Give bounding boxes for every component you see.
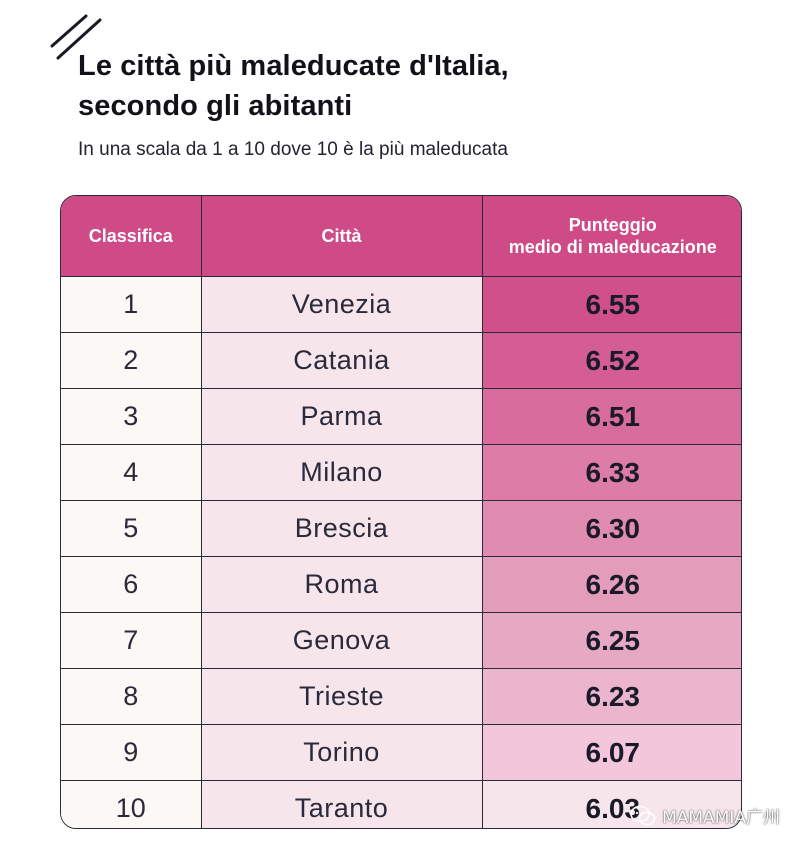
score-cell: 6.23 [482, 668, 741, 725]
city-cell: Genova [201, 612, 483, 669]
table-row: 8 Trieste 6.23 [61, 668, 741, 725]
rank-cell: 2 [61, 332, 202, 389]
city-cell: Milano [201, 444, 483, 501]
ranking-table: Classifica Città Punteggio medio di male… [61, 196, 741, 828]
rank-cell: 7 [61, 612, 202, 669]
city-cell: Roma [201, 556, 483, 613]
table-row: 3 Parma 6.51 [61, 388, 741, 445]
table-row: 6 Roma 6.26 [61, 556, 741, 613]
table-row: 4 Milano 6.33 [61, 444, 741, 501]
table-row: 9 Torino 6.07 [61, 724, 741, 781]
table-row: 10 Taranto 6.03 [61, 780, 741, 828]
city-cell: Brescia [201, 500, 483, 557]
score-cell: 6.33 [482, 444, 741, 501]
score-cell: 6.55 [482, 276, 741, 333]
city-cell: Venezia [201, 276, 483, 333]
table-row: 7 Genova 6.25 [61, 612, 741, 669]
ranking-table-container: Classifica Città Punteggio medio di male… [60, 195, 742, 829]
rank-cell: 10 [61, 780, 202, 828]
watermark-text: MAMAMIA广州 [662, 808, 780, 828]
decorative-strokes-icon [50, 14, 102, 60]
column-header-rank: Classifica [61, 196, 202, 277]
score-header-line-1: Punteggio [568, 215, 657, 235]
score-header-line-2: medio di maleducazione [508, 237, 717, 257]
city-cell: Trieste [201, 668, 483, 725]
score-cell: 6.07 [482, 724, 741, 781]
rank-cell: 1 [61, 276, 202, 333]
watermark: MAMAMIA广州 [630, 803, 780, 828]
rank-cell: 8 [61, 668, 202, 725]
score-cell: 6.51 [482, 388, 741, 445]
rank-cell: 6 [61, 556, 202, 613]
score-cell: 6.30 [482, 500, 741, 557]
wechat-icon [630, 805, 656, 825]
city-cell: Torino [201, 724, 483, 781]
table-row: 5 Brescia 6.30 [61, 500, 741, 557]
column-header-score: Punteggio medio di maleducazione [482, 196, 741, 277]
column-header-city: Città [201, 196, 483, 277]
title-line-2: secondo gli abitanti [78, 90, 353, 122]
table-row: 2 Catania 6.52 [61, 332, 741, 389]
rank-cell: 4 [61, 444, 202, 501]
table-row: 1 Venezia 6.55 [61, 276, 741, 333]
score-cell: 6.25 [482, 612, 741, 669]
city-cell: Catania [201, 332, 483, 389]
page-title: Le città più maleducate d'Italia, second… [78, 46, 509, 126]
page-subtitle: In una scala da 1 a 10 dove 10 è la più … [78, 139, 508, 160]
score-cell: 6.26 [482, 556, 741, 613]
title-line-1: Le città più maleducate d'Italia, [78, 50, 509, 82]
table-body: 1 Venezia 6.55 2 Catania 6.52 3 Parma 6.51 4 Milan… [61, 276, 741, 828]
rank-cell: 3 [61, 388, 202, 445]
rank-cell: 5 [61, 500, 202, 557]
score-cell: 6.52 [482, 332, 741, 389]
city-cell: Parma [201, 388, 483, 445]
city-cell: Taranto [201, 780, 483, 828]
score-cell: 6.03 [482, 780, 741, 828]
rank-cell: 9 [61, 724, 202, 781]
table-header-row: Classifica Città Punteggio medio di male… [61, 196, 741, 277]
